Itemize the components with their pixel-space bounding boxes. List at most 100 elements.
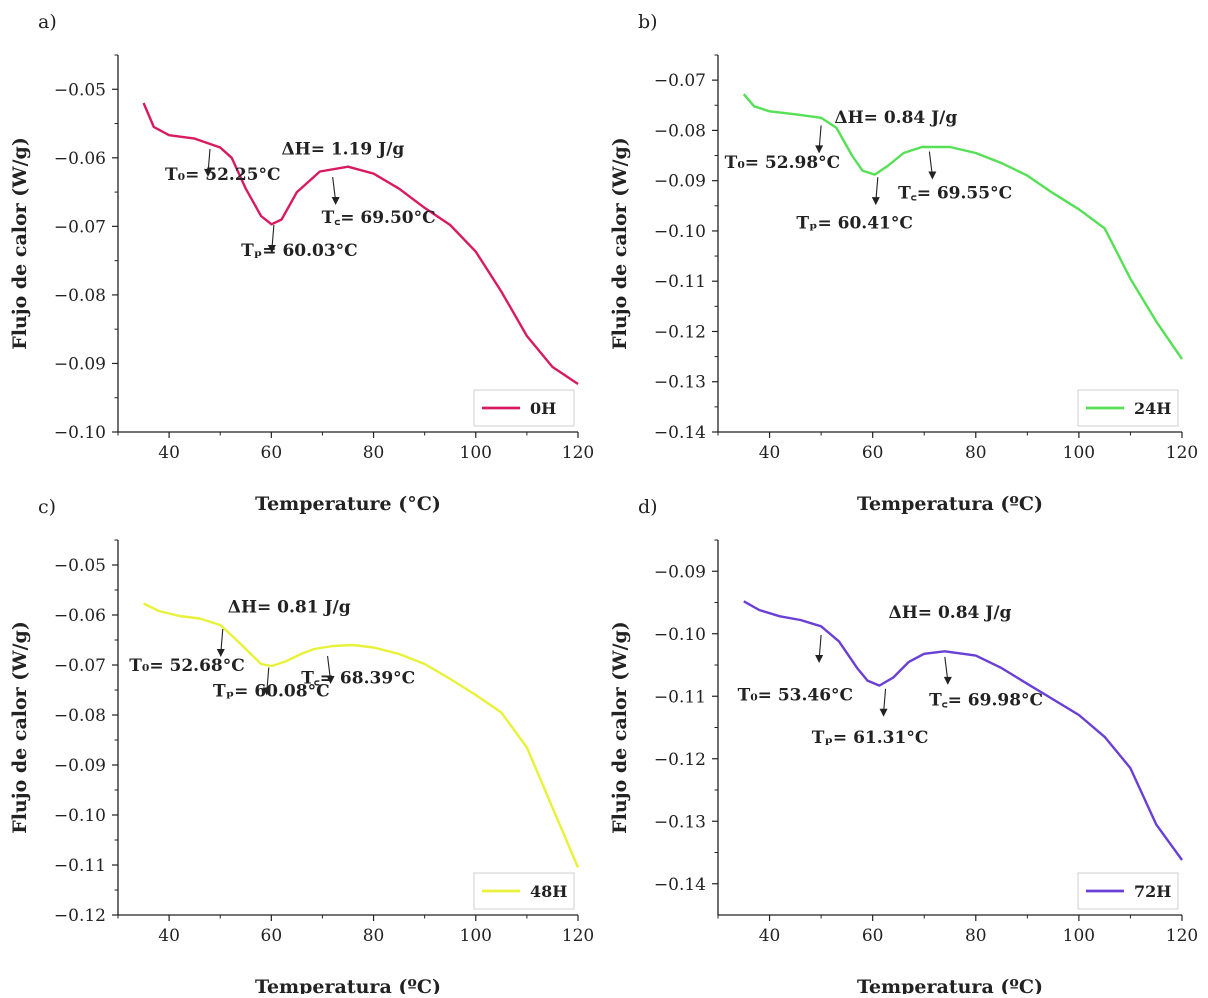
y-tick-label: −0.10 <box>654 625 706 645</box>
annotation-text: Tₚ= 60.08°C <box>213 682 330 702</box>
x-tick-label: 100 <box>460 926 492 946</box>
legend-label: 48H <box>530 882 567 901</box>
annotation-text: ΔH= 1.19 J/g <box>281 139 404 159</box>
legend: 0H <box>473 389 575 427</box>
x-tick-label: 40 <box>158 443 180 463</box>
annotation-text: T꜀= 68.39°C <box>301 669 415 689</box>
annotation-text: T₀= 53.46°C <box>738 686 854 706</box>
annotation-dh: ΔH= 1.19 J/g <box>281 139 404 159</box>
series-line-72H <box>743 600 1183 861</box>
y-tick-label: −0.07 <box>54 656 106 676</box>
y-tick-label: −0.09 <box>54 756 106 776</box>
annotation-text: ΔH= 0.84 J/g <box>889 603 1012 623</box>
legend: 72H <box>1077 872 1179 910</box>
annotation-tp: Tₚ= 60.03°C <box>241 224 358 261</box>
x-tick-label: 60 <box>261 926 283 946</box>
y-tick-label: −0.13 <box>654 373 706 393</box>
annotation-arrow <box>207 148 211 171</box>
y-tick-label: −0.13 <box>654 812 706 832</box>
y-tick-label: −0.06 <box>54 149 106 169</box>
panel-label: c) <box>38 496 56 518</box>
y-tick-label: −0.10 <box>54 423 106 443</box>
annotation-arrow <box>944 656 949 679</box>
arrow-head-icon <box>928 171 937 180</box>
arrow-head-icon <box>216 649 225 657</box>
x-tick-label: 40 <box>759 443 781 463</box>
y-axis-title: Flujo de calor (W/g) <box>9 137 31 350</box>
y-tick-label: −0.11 <box>654 272 706 292</box>
annotation-text: T꜀= 69.55°C <box>898 183 1012 203</box>
x-tick-label: 60 <box>862 926 884 946</box>
y-tick-label: −0.12 <box>654 322 706 342</box>
x-tick-label: 120 <box>1166 443 1198 463</box>
annotation-arrow <box>928 151 933 174</box>
y-tick-label: −0.08 <box>54 706 106 726</box>
arrow-head-icon <box>943 676 952 685</box>
annotation-text: ΔH= 0.81 J/g <box>228 598 351 618</box>
annotation-dh: ΔH= 0.84 J/g <box>889 603 1012 623</box>
annotation-arrow <box>327 655 331 679</box>
y-tick-label: −0.05 <box>54 80 106 100</box>
y-axis-title: Flujo de calor (W/g) <box>609 621 631 834</box>
y-tick-label: −0.09 <box>54 354 106 374</box>
legend-box <box>1077 389 1179 427</box>
annotation-dh: ΔH= 0.81 J/g <box>228 598 351 618</box>
arrow-head-icon <box>815 145 824 154</box>
annotation-arrow <box>332 176 336 200</box>
annotation-t0: T₀= 53.46°C <box>738 634 854 706</box>
annotation-text: Tₚ= 60.03°C <box>241 241 358 261</box>
annotation-t0: T₀= 52.98°C <box>725 125 840 173</box>
x-tick-label: 80 <box>363 926 385 946</box>
series-line-48H <box>143 602 580 868</box>
x-tick-label: 100 <box>1063 443 1095 463</box>
annotation-arrow <box>220 628 224 652</box>
y-tick-label: −0.09 <box>654 562 706 582</box>
legend: 24H <box>1077 389 1179 427</box>
annotation-tc: T꜀= 68.39°C <box>301 655 415 689</box>
annotation-tp: Tₚ= 60.08°C <box>213 667 330 702</box>
annotation-t0: T₀= 52.25°C <box>165 148 281 185</box>
y-tick-label: −0.14 <box>654 423 706 443</box>
arrow-head-icon <box>331 197 340 206</box>
chart-panel-1: 40 60 80 100 120 −0.05 −0.06 −0.07 −0.08 −0.09 −0.… <box>9 11 594 515</box>
legend-label: 24H <box>1134 399 1171 418</box>
chart-panel-3: 40 60 80 100 120 −0.05 −0.06 −0.07 −0.08 −0.09 −0.… <box>9 496 594 998</box>
arrow-head-icon <box>204 168 212 177</box>
x-tick-label: 60 <box>862 443 884 463</box>
series-line-0H <box>142 102 579 385</box>
x-tick-label: 120 <box>562 926 594 946</box>
x-tick-label: 120 <box>1166 926 1198 946</box>
annotation-dh: ΔH= 0.84 J/g <box>834 108 957 128</box>
panel-label: a) <box>38 11 57 33</box>
y-tick-label: −0.07 <box>654 71 706 91</box>
panel-label: b) <box>638 11 658 33</box>
arrow-head-icon <box>815 655 824 663</box>
annotation-arrow <box>818 125 822 148</box>
chart-panel-4: 40 60 80 100 120 −0.09 −0.10 −0.11 −0.12 −0.13 −0.… <box>609 496 1198 998</box>
annotation-arrow <box>875 177 879 200</box>
x-axis-title: Temperature (°C) <box>255 493 441 515</box>
y-tick-label: −0.06 <box>54 606 106 626</box>
annotation-arrow <box>883 688 887 711</box>
series-line-24H <box>742 93 1183 360</box>
annotation-text: T₀= 52.25°C <box>165 165 281 185</box>
y-tick-label: −0.08 <box>654 121 706 141</box>
y-tick-label: −0.11 <box>654 687 706 707</box>
annotation-tp: Tₚ= 61.31°C <box>812 688 928 748</box>
annotation-tp: Tₚ= 60.41°C <box>796 177 913 233</box>
y-tick-label: −0.12 <box>654 750 706 770</box>
legend-label: 72H <box>1134 882 1171 901</box>
x-tick-label: 100 <box>1063 926 1095 946</box>
x-axis-title: Temperatura (ºC) <box>255 976 441 994</box>
y-tick-label: −0.07 <box>54 217 106 237</box>
arrow-head-icon <box>871 197 880 206</box>
x-tick-label: 40 <box>158 926 180 946</box>
legend: 48H <box>473 872 575 910</box>
chart-panel-2: 40 60 80 100 120 −0.07 −0.08 −0.09 −0.10 −0.11 −0.… <box>609 11 1198 515</box>
panel-label: d) <box>638 496 658 518</box>
y-tick-label: −0.14 <box>654 875 706 895</box>
annotation-text: Tₚ= 60.41°C <box>796 213 913 233</box>
annotation-tc: T꜀= 69.50°C <box>322 176 436 228</box>
legend-label: 0H <box>530 399 556 418</box>
